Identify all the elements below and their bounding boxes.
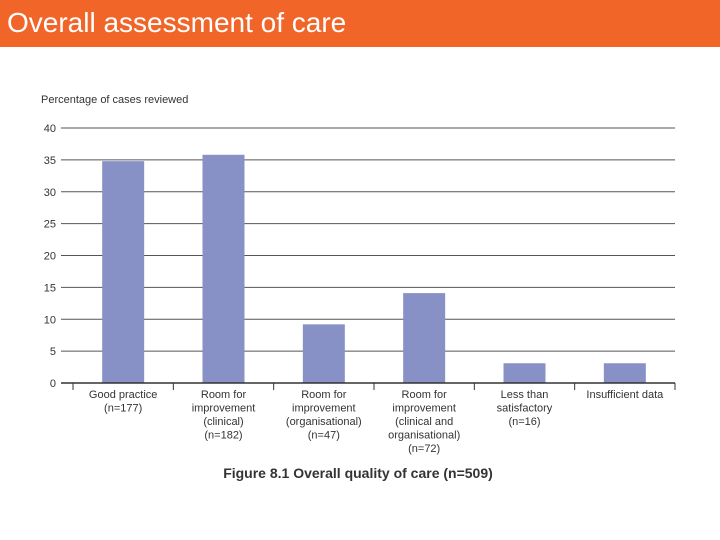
bar <box>202 154 245 383</box>
y-tick-label: 30 <box>44 187 56 199</box>
y-tick-label: 25 <box>44 219 56 231</box>
y-axis-label: Percentage of cases reviewed <box>41 94 188 106</box>
x-category-label: Less than satisfactory (n=16) <box>497 389 553 428</box>
figure-caption: Figure 8.1 Overall quality of care (n=50… <box>223 465 493 481</box>
x-category-label: Room for improvement (clinical and organisa… <box>388 389 460 455</box>
x-category-label: Room for improvement (clinical) (n=182) <box>192 389 256 442</box>
category-labels: Good practice (n=177) Room for improvement(… <box>89 389 664 455</box>
slide-title: Overall assessment of care <box>7 7 347 38</box>
x-category-label: Room for improvement (organisational) (n=47… <box>286 389 362 442</box>
x-category-label: Good practice (n=177) <box>89 389 157 415</box>
bar <box>302 324 345 383</box>
y-tick-label: 40 <box>44 123 56 135</box>
y-tick-label: 5 <box>50 346 56 358</box>
y-tick-label: 20 <box>44 251 56 263</box>
bar <box>603 363 646 383</box>
bar <box>403 293 446 383</box>
y-tick-label: 15 <box>44 282 56 294</box>
y-tick-label: 10 <box>44 314 56 326</box>
bars <box>102 154 646 383</box>
bar <box>503 363 546 383</box>
title-bar: Overall assessment of care <box>0 0 720 47</box>
x-axis <box>61 382 676 390</box>
y-tick-label: 35 <box>44 155 56 167</box>
bar <box>102 161 145 383</box>
gridlines: 0 5 10 15 20 25 30 35 40 <box>44 123 675 390</box>
y-tick-label: 0 <box>50 378 56 390</box>
x-category-label: Insufficient data <box>586 389 664 401</box>
